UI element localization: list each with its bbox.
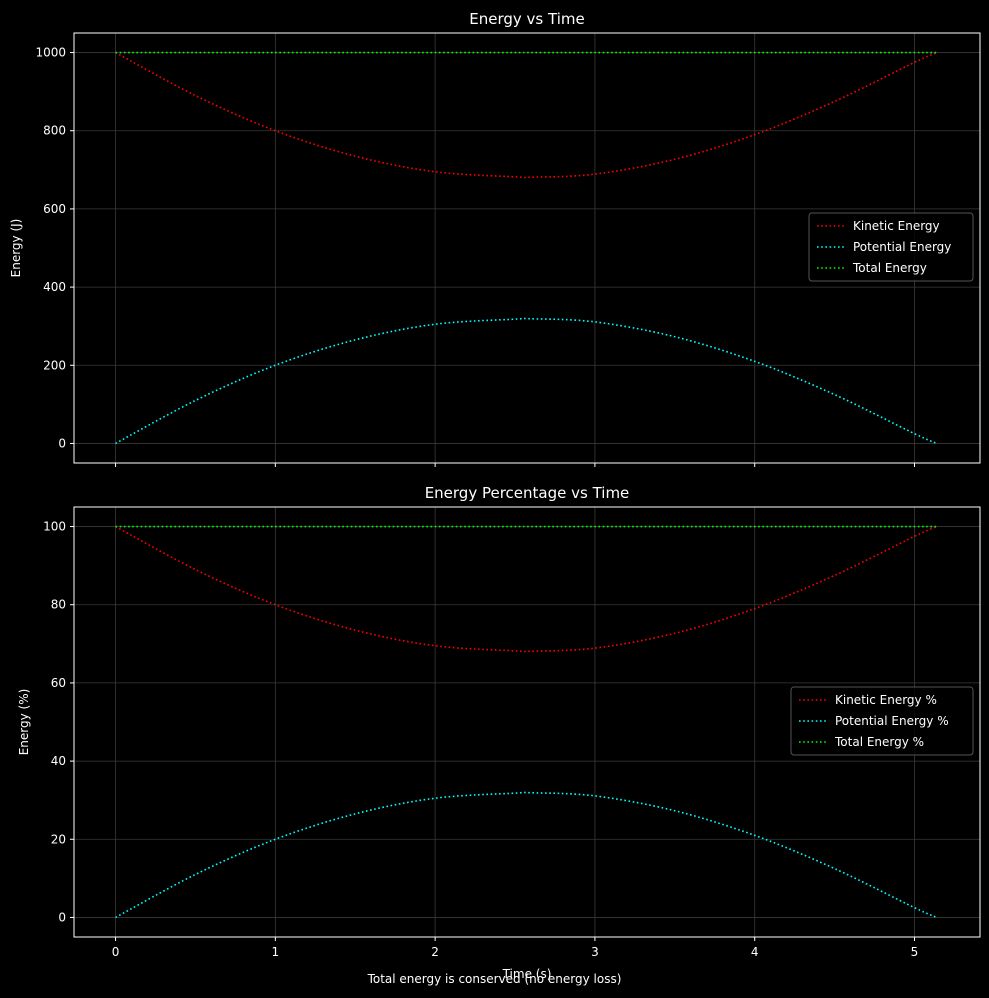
x-tick-label: 1 [272, 945, 280, 959]
y-tick-label: 100 [43, 520, 66, 534]
series-line-kinetic-energy [115, 51, 938, 179]
series-line-kinetic-energy [115, 525, 938, 653]
plot-frame [73, 32, 981, 464]
legend-box [790, 686, 974, 756]
chart-title: Energy Percentage vs Time [425, 484, 630, 502]
legend: Kinetic Energy Potential Energy Total Ener… [808, 212, 974, 282]
x-tick-label: 4 [751, 945, 759, 959]
y-axis-label: Energy (%) [17, 689, 31, 756]
chart-2: 0 1 2 3 4 5 0 20 40 60 80 100 Energy Percentage vs T… [17, 484, 981, 981]
chart-1: 0 200 400 600 800 1000 Energy vs Time Energy (J… [9, 10, 981, 467]
chart-title: Energy vs Time [469, 10, 584, 28]
legend-label-kinetic-energy: Kinetic Energy % [835, 693, 937, 707]
y-tick-label: 0 [58, 910, 66, 924]
legend-label-potential-energy: Potential Energy [853, 240, 951, 254]
x-tick-label: 0 [112, 945, 120, 959]
y-tick-label: 0 [58, 436, 66, 450]
x-tick-label: 5 [911, 945, 919, 959]
legend-label-potential-energy: Potential Energy % [835, 714, 949, 728]
conservation-footnote: Total energy is conserved (no energy los… [367, 972, 622, 986]
legend-label-total-energy: Total Energy % [834, 735, 924, 749]
y-tick-label: 20 [51, 832, 66, 846]
y-tick-label: 60 [51, 676, 66, 690]
y-tick-label: 200 [43, 358, 66, 372]
y-axis-label: Energy (J) [9, 219, 23, 278]
y-tick-label: 400 [43, 280, 66, 294]
series-line-potential-energy [115, 791, 938, 919]
y-tick-label: 800 [43, 124, 66, 138]
y-tick-label: 80 [51, 598, 66, 612]
legend-box [808, 212, 974, 282]
legend-label-kinetic-energy: Kinetic Energy [853, 219, 940, 233]
series-line-potential-energy [115, 317, 938, 445]
x-tick-label: 2 [431, 945, 439, 959]
y-tick-label: 40 [51, 754, 66, 768]
y-tick-label: 1000 [35, 46, 66, 60]
legend-label-total-energy: Total Energy [852, 261, 927, 275]
y-tick-label: 600 [43, 202, 66, 216]
x-tick-label: 3 [591, 945, 599, 959]
x-axis-label: Time (s) [502, 967, 552, 981]
legend: Kinetic Energy % Potential Energy % Total … [790, 686, 974, 756]
plot-frame [73, 506, 981, 938]
